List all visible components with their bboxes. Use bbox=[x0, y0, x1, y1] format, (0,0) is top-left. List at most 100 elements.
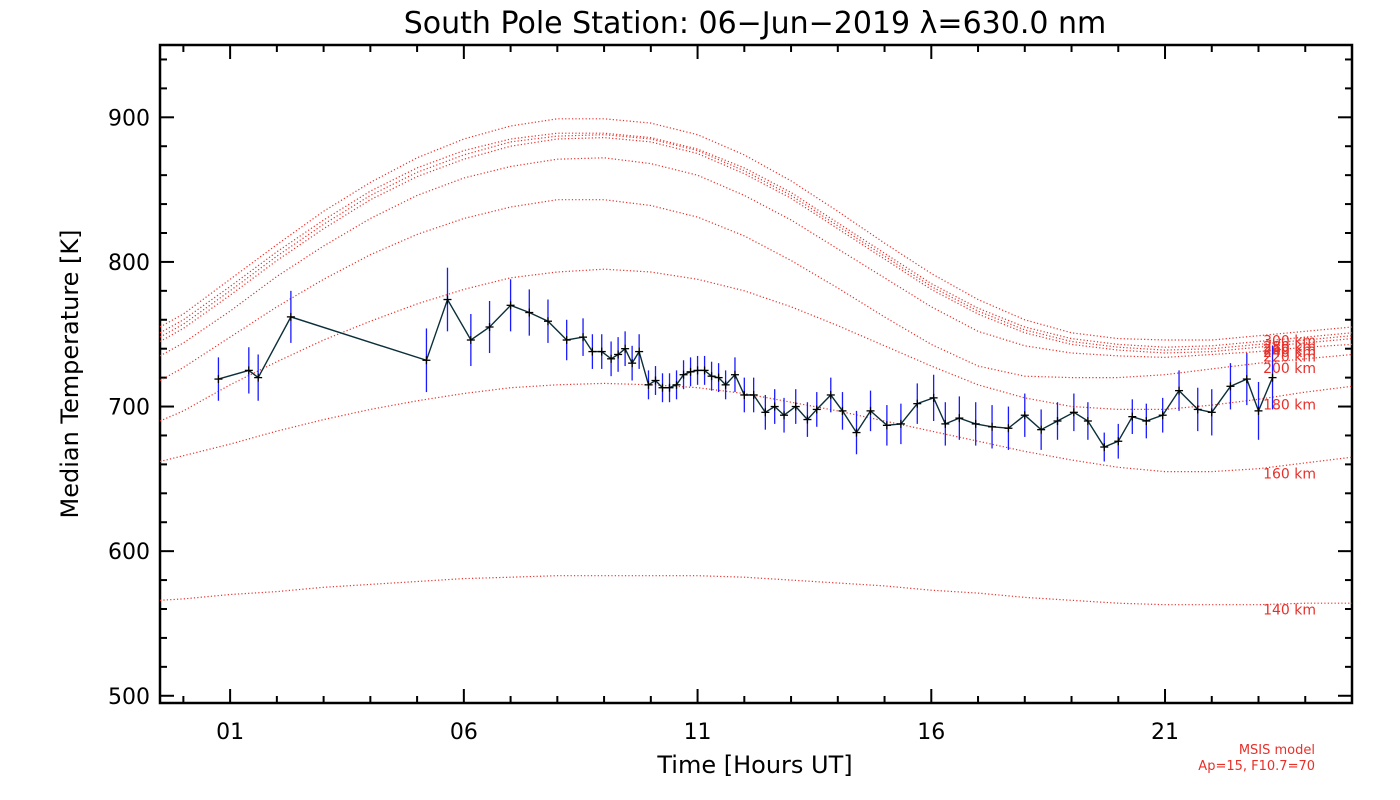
data-point bbox=[543, 317, 552, 326]
data-point bbox=[988, 422, 997, 431]
data-point bbox=[679, 370, 688, 379]
data-point bbox=[866, 406, 875, 415]
data-point bbox=[770, 402, 779, 411]
x-tick-label: 06 bbox=[450, 720, 478, 745]
data-point bbox=[1053, 417, 1062, 425]
data-point bbox=[607, 354, 616, 363]
data-point bbox=[1142, 417, 1151, 425]
data-points bbox=[214, 295, 1277, 452]
data-point bbox=[707, 372, 716, 381]
plot-frame bbox=[158, 43, 1354, 705]
data-point bbox=[791, 402, 800, 411]
plot-area: 01 06 11 16 21 500 600 700 800 900 140 km 160 km 180… bbox=[108, 43, 1354, 745]
data-point bbox=[214, 375, 223, 384]
data-point bbox=[506, 301, 515, 310]
altitude-label-280-km: 280 km bbox=[1263, 339, 1316, 355]
data-point bbox=[1254, 406, 1263, 415]
data-point bbox=[254, 373, 263, 382]
data-point bbox=[614, 350, 623, 359]
altitude-label-160-km: 160 km bbox=[1263, 467, 1316, 483]
data-point bbox=[941, 419, 950, 428]
y-tick-label: 600 bbox=[108, 540, 150, 565]
data-point bbox=[485, 323, 494, 331]
x-tick-label: 21 bbox=[1151, 720, 1179, 745]
altitude-label-140-km: 140 km bbox=[1263, 603, 1316, 619]
data-point bbox=[1242, 375, 1251, 384]
data-point bbox=[812, 405, 821, 414]
model-curve-240-km bbox=[159, 136, 1353, 354]
data-point bbox=[1037, 425, 1046, 434]
data-point bbox=[672, 380, 681, 389]
data-point bbox=[1083, 417, 1092, 425]
model-curve-140-km bbox=[159, 575, 1352, 606]
data-point bbox=[1193, 405, 1202, 414]
data-point bbox=[1004, 424, 1013, 433]
model-curve-300-km bbox=[159, 118, 1353, 341]
model-curve-220-km bbox=[159, 157, 1353, 359]
data-point bbox=[955, 414, 964, 423]
data-point bbox=[525, 308, 534, 317]
altitude-label-200-km: 200 km bbox=[1263, 361, 1316, 377]
altitude-label-180-km: 180 km bbox=[1263, 397, 1316, 413]
data-point bbox=[838, 406, 847, 415]
model-annotation-line1: MSIS model bbox=[1239, 743, 1315, 758]
y-tick-label: 800 bbox=[108, 251, 150, 276]
data-point bbox=[621, 344, 630, 353]
data-point bbox=[971, 419, 980, 428]
y-tick-label: 900 bbox=[108, 106, 150, 131]
data-point bbox=[651, 376, 660, 385]
data-point bbox=[882, 421, 891, 430]
data-point bbox=[761, 408, 770, 417]
data-point bbox=[286, 312, 295, 321]
data-point bbox=[1175, 386, 1184, 395]
data-point bbox=[562, 336, 571, 345]
data-point bbox=[686, 367, 695, 376]
altitude-label-220-km: 220 km bbox=[1263, 350, 1316, 366]
data-point bbox=[422, 356, 431, 365]
data-point bbox=[803, 415, 812, 424]
data-point bbox=[826, 390, 835, 399]
x-tick-label: 11 bbox=[684, 720, 712, 745]
data-point bbox=[1020, 411, 1029, 420]
data-point bbox=[780, 411, 789, 420]
data-point bbox=[913, 399, 922, 408]
x-axis-label: Time [Hours UT] bbox=[656, 751, 852, 779]
data-point bbox=[628, 359, 637, 368]
data-point bbox=[1069, 408, 1078, 417]
data-point bbox=[749, 390, 758, 399]
y-tick-label: 700 bbox=[108, 396, 150, 421]
data-point bbox=[1158, 411, 1167, 420]
data-point bbox=[1207, 408, 1216, 417]
data-point bbox=[714, 373, 723, 382]
data-point bbox=[644, 380, 653, 389]
altitude-label-300-km: 300 km bbox=[1263, 334, 1316, 350]
temperature-series-line bbox=[218, 297, 1274, 448]
data-point bbox=[852, 428, 861, 437]
x-tick-label: 16 bbox=[917, 720, 945, 745]
y-axis-label: Median Temperature [K] bbox=[56, 229, 84, 518]
data-point bbox=[244, 366, 253, 375]
data-point bbox=[740, 390, 749, 399]
data-point bbox=[579, 333, 588, 342]
data-point bbox=[588, 347, 597, 356]
data-point bbox=[730, 370, 739, 379]
data-point bbox=[665, 383, 674, 392]
data-point bbox=[1114, 437, 1123, 446]
data-point bbox=[466, 336, 475, 345]
model-curve-280-km bbox=[159, 132, 1353, 348]
data-point bbox=[700, 366, 709, 375]
data-point bbox=[635, 347, 644, 356]
model-curve-180-km bbox=[159, 268, 1353, 422]
data-point bbox=[721, 380, 730, 389]
altitude-label-260-km: 260 km bbox=[1263, 342, 1316, 358]
data-point bbox=[693, 366, 702, 375]
data-point bbox=[929, 393, 938, 402]
data-point bbox=[443, 295, 452, 304]
model-curve-160-km bbox=[159, 382, 1353, 473]
msis-model-curves bbox=[159, 118, 1353, 606]
model-curve-200-km bbox=[159, 199, 1353, 382]
data-point bbox=[1268, 373, 1277, 382]
data-point bbox=[658, 383, 667, 392]
model-annotation-line2: Ap=15, F10.7=70 bbox=[1198, 759, 1315, 774]
